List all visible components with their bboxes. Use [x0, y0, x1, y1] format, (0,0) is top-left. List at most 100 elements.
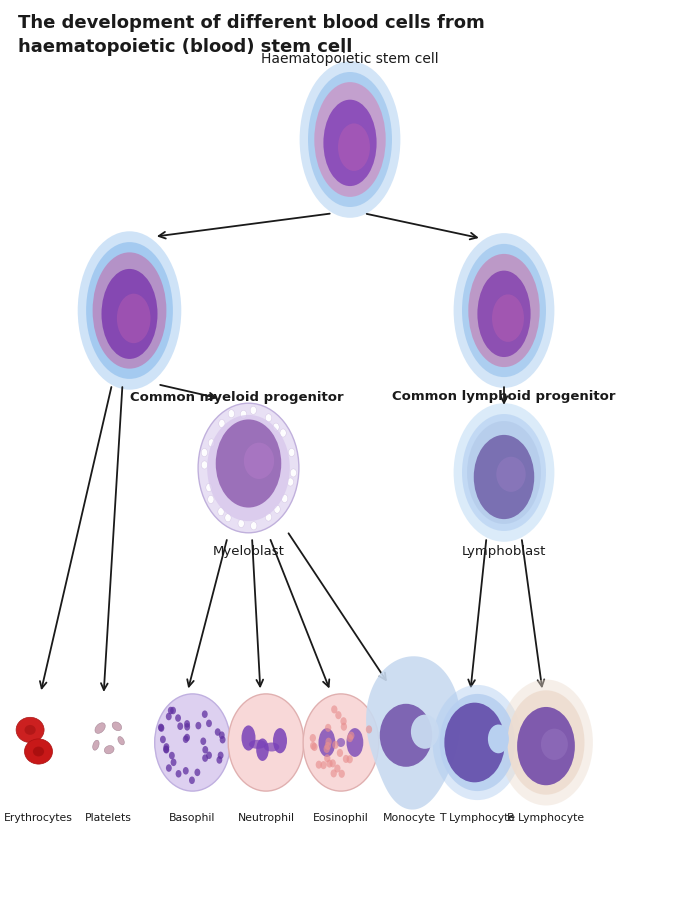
Circle shape	[206, 483, 212, 491]
Ellipse shape	[318, 728, 335, 757]
Ellipse shape	[467, 421, 541, 524]
Text: The development of different blood cells from: The development of different blood cells…	[18, 14, 484, 32]
Circle shape	[195, 722, 202, 729]
Ellipse shape	[303, 694, 379, 791]
Ellipse shape	[86, 242, 173, 379]
Circle shape	[169, 752, 175, 760]
Text: Erythrocytes: Erythrocytes	[4, 813, 73, 823]
Ellipse shape	[517, 707, 575, 785]
Ellipse shape	[207, 415, 290, 521]
Ellipse shape	[338, 123, 370, 171]
Text: Haematopoietic stem cell: Haematopoietic stem cell	[261, 51, 439, 66]
Circle shape	[346, 755, 353, 763]
Circle shape	[228, 410, 235, 418]
Ellipse shape	[117, 293, 150, 343]
Circle shape	[183, 767, 189, 775]
Circle shape	[326, 760, 332, 768]
Circle shape	[184, 734, 190, 742]
Circle shape	[335, 711, 342, 719]
Ellipse shape	[95, 723, 105, 734]
Ellipse shape	[249, 740, 266, 749]
Circle shape	[163, 746, 169, 753]
Circle shape	[176, 770, 181, 778]
Ellipse shape	[379, 704, 433, 767]
Circle shape	[366, 725, 372, 734]
Ellipse shape	[474, 435, 534, 519]
Circle shape	[326, 738, 332, 746]
Ellipse shape	[541, 729, 568, 760]
Circle shape	[238, 519, 244, 527]
Ellipse shape	[264, 742, 279, 752]
Circle shape	[332, 741, 339, 749]
Circle shape	[158, 724, 164, 731]
Circle shape	[265, 414, 272, 422]
Circle shape	[219, 732, 225, 739]
Circle shape	[225, 514, 231, 522]
Circle shape	[273, 423, 279, 431]
Circle shape	[163, 745, 169, 753]
Ellipse shape	[454, 403, 554, 542]
Circle shape	[330, 760, 336, 768]
Polygon shape	[366, 656, 461, 810]
Ellipse shape	[25, 739, 52, 764]
Ellipse shape	[462, 414, 546, 531]
Ellipse shape	[25, 725, 36, 734]
Circle shape	[310, 742, 316, 750]
Circle shape	[323, 745, 330, 753]
Ellipse shape	[444, 703, 505, 782]
Ellipse shape	[244, 443, 274, 479]
Circle shape	[218, 752, 223, 760]
Circle shape	[215, 728, 220, 736]
Text: haematopoietic (blood) stem cell: haematopoietic (blood) stem cell	[18, 38, 352, 56]
Circle shape	[330, 770, 337, 778]
Ellipse shape	[346, 728, 363, 757]
Ellipse shape	[300, 61, 400, 218]
Circle shape	[206, 720, 212, 727]
Ellipse shape	[102, 269, 158, 359]
Ellipse shape	[337, 738, 345, 747]
Text: Neutrophil: Neutrophil	[237, 813, 295, 823]
Ellipse shape	[462, 244, 546, 377]
Circle shape	[340, 717, 346, 725]
Circle shape	[164, 743, 169, 751]
Circle shape	[218, 508, 224, 516]
Circle shape	[206, 752, 212, 759]
Ellipse shape	[308, 72, 392, 207]
Circle shape	[208, 495, 214, 503]
Circle shape	[170, 706, 176, 715]
Circle shape	[202, 754, 208, 762]
Ellipse shape	[92, 740, 99, 751]
Ellipse shape	[78, 231, 181, 390]
Text: Myeloblast: Myeloblast	[213, 544, 284, 557]
Circle shape	[346, 734, 353, 742]
Ellipse shape	[488, 724, 509, 753]
Ellipse shape	[411, 715, 439, 749]
Circle shape	[250, 406, 256, 414]
Ellipse shape	[92, 252, 167, 369]
Circle shape	[202, 461, 208, 469]
Ellipse shape	[468, 254, 540, 367]
Ellipse shape	[273, 728, 287, 753]
Ellipse shape	[16, 717, 44, 742]
Text: Monocyte: Monocyte	[383, 813, 436, 823]
Ellipse shape	[155, 694, 230, 791]
Circle shape	[184, 723, 190, 731]
Circle shape	[331, 706, 337, 714]
Text: Platelets: Platelets	[85, 813, 132, 823]
Text: Eosinophil: Eosinophil	[313, 813, 369, 823]
Circle shape	[158, 724, 164, 732]
Ellipse shape	[216, 419, 281, 508]
Circle shape	[280, 429, 286, 437]
Circle shape	[316, 760, 322, 769]
Circle shape	[171, 759, 176, 766]
Ellipse shape	[499, 680, 593, 806]
Ellipse shape	[104, 745, 114, 754]
Ellipse shape	[440, 694, 515, 791]
Circle shape	[184, 720, 190, 727]
Ellipse shape	[323, 100, 377, 186]
Circle shape	[168, 706, 174, 715]
Circle shape	[195, 769, 200, 776]
Circle shape	[220, 736, 225, 743]
Text: Lymphoblast: Lymphoblast	[462, 544, 546, 557]
Circle shape	[183, 735, 189, 743]
